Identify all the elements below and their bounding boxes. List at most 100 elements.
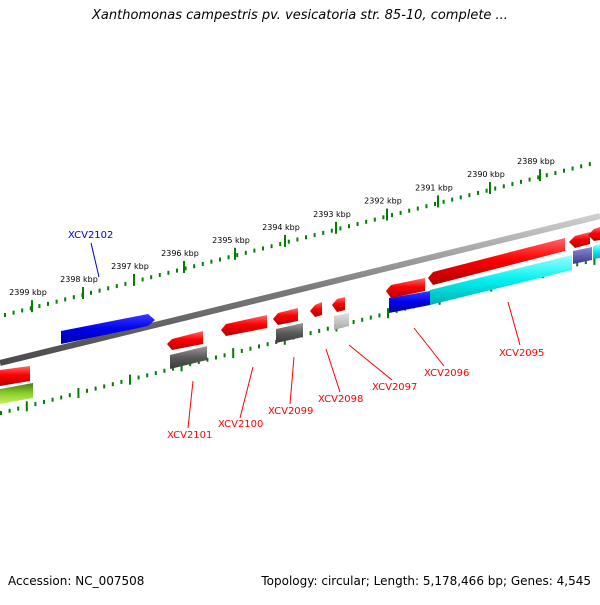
gene-label-xcv2098[interactable]: XCV2098 [318,394,363,405]
scale-minor-tick [12,310,15,315]
gene-label-xcv2095[interactable]: XCV2095 [499,348,544,359]
inner-minor-tick [137,375,140,380]
scale-minor-tick [193,264,196,269]
inner-minor-tick [94,386,97,391]
gene-label-xcv2102[interactable]: XCV2102 [68,230,113,241]
gene-feature-edge-right-1[interactable] [569,232,590,248]
gene-feature-edge-right-2[interactable] [588,227,600,241]
gene-label-xcv2101[interactable]: XCV2101 [167,430,212,441]
inner-minor-tick [223,353,226,358]
inner-minor-tick [111,382,114,387]
scale-minor-tick [348,224,350,229]
scale-label: 2390 kbp [467,170,505,179]
inner-minor-tick [266,342,269,347]
inner-major-tick [77,388,80,398]
scale-minor-tick [459,195,462,200]
leader-xcv2100 [239,366,254,419]
scale-minor-tick [580,164,583,169]
reverse-strand-genes [61,291,430,344]
gene-label-xcv2100[interactable]: XCV2100 [218,419,263,430]
scale-major-tick [335,221,337,234]
cds-feature-xcv2095[interactable] [430,255,572,305]
inner-minor-tick [378,313,381,318]
scale-major-tick [82,287,84,299]
scale-minor-tick [356,222,359,226]
scale-minor-tick [408,208,411,213]
scale-minor-tick [124,281,127,286]
cds-features [0,244,600,404]
scale-minor-tick [176,268,178,273]
gene-label-xcv2099[interactable]: XCV2099 [268,406,313,417]
scale-minor-tick [330,228,333,233]
gene-label-xcv2096[interactable]: XCV2096 [424,368,469,379]
scale-minor-tick [520,179,522,184]
scale-minor-tick [563,168,565,173]
leader-xcv2096 [413,327,445,367]
gene-feature-xcv2096[interactable] [386,278,425,298]
inner-minor-tick [215,355,217,360]
scale-major-tick [183,261,185,273]
inner-major-tick [180,361,183,372]
scale-minor-tick [150,275,153,280]
scale-minor-tick [502,184,505,189]
cds-feature-edge-right-cyan[interactable] [593,244,600,259]
scale-minor-tick [236,253,239,258]
scale-minor-tick [244,250,247,255]
gene-feature-xcv2098[interactable] [310,302,322,317]
inner-minor-tick [258,344,260,349]
cds-feature-xcv2099[interactable] [276,323,303,343]
inner-minor-tick [318,328,321,333]
inner-major-tick [387,308,389,319]
gene-feature-xcv2095[interactable] [428,238,565,285]
gene-feature-xcv2100[interactable] [221,315,267,336]
inner-minor-tick [43,399,45,404]
inner-minor-tick [34,402,37,407]
scale-minor-tick [477,190,479,195]
cds-feature-edge-left-green[interactable] [0,383,33,404]
inner-minor-tick [326,326,329,331]
scale-minor-tick [468,193,471,198]
scale-minor-tick [253,248,256,253]
scale-minor-tick [373,217,376,222]
scale-minor-tick [365,219,368,224]
scale-minor-tick [55,299,58,304]
gene-label-xcv2097[interactable]: XCV2097 [372,382,417,393]
cds-feature-xcv2097[interactable] [334,313,349,330]
scale-minor-tick [4,313,6,317]
scale-label: 2394 kbp [262,223,300,232]
scale-minor-tick [537,175,540,180]
inner-minor-tick [120,379,123,384]
scale-label: 2398 kbp [60,275,98,284]
scale-minor-tick [511,182,514,187]
scale-minor-tick [339,226,342,231]
gene-feature-blue-cds[interactable] [389,291,430,313]
gene-feature-xcv2099[interactable] [273,308,298,325]
leader-xcv2095 [507,301,521,346]
scale-minor-tick [554,171,557,175]
scale-label: 2392 kbp [364,197,402,206]
scale-minor-tick [451,197,454,202]
inner-minor-tick [146,373,149,378]
gene-feature-xcv2097[interactable] [332,297,345,312]
gene-feature-xcv2102[interactable] [61,314,155,344]
gene-feature-xcv2101[interactable] [167,331,203,350]
inner-minor-tick [309,331,312,336]
scale-minor-tick [98,288,101,293]
scale-minor-tick [210,259,213,264]
scale-minor-tick [313,233,316,238]
forward-strand-genes [0,227,600,386]
cds-feature-xcv2101[interactable] [170,346,207,369]
scale-minor-tick [279,242,282,246]
scale-major-tick [489,182,491,194]
inner-minor-tick [86,388,88,393]
scale-label: 2393 kbp [313,210,351,219]
inner-major-tick [593,254,596,265]
scale-label: 2399 kbp [9,288,47,297]
scale-minor-tick [270,244,273,249]
scale-minor-tick [485,188,488,193]
cds-feature-edge-right-purple[interactable] [573,247,592,264]
gene-feature-edge-left[interactable] [0,366,30,386]
scale-minor-tick [90,290,92,295]
inner-minor-tick [60,395,63,400]
scale-minor-tick [38,304,41,309]
